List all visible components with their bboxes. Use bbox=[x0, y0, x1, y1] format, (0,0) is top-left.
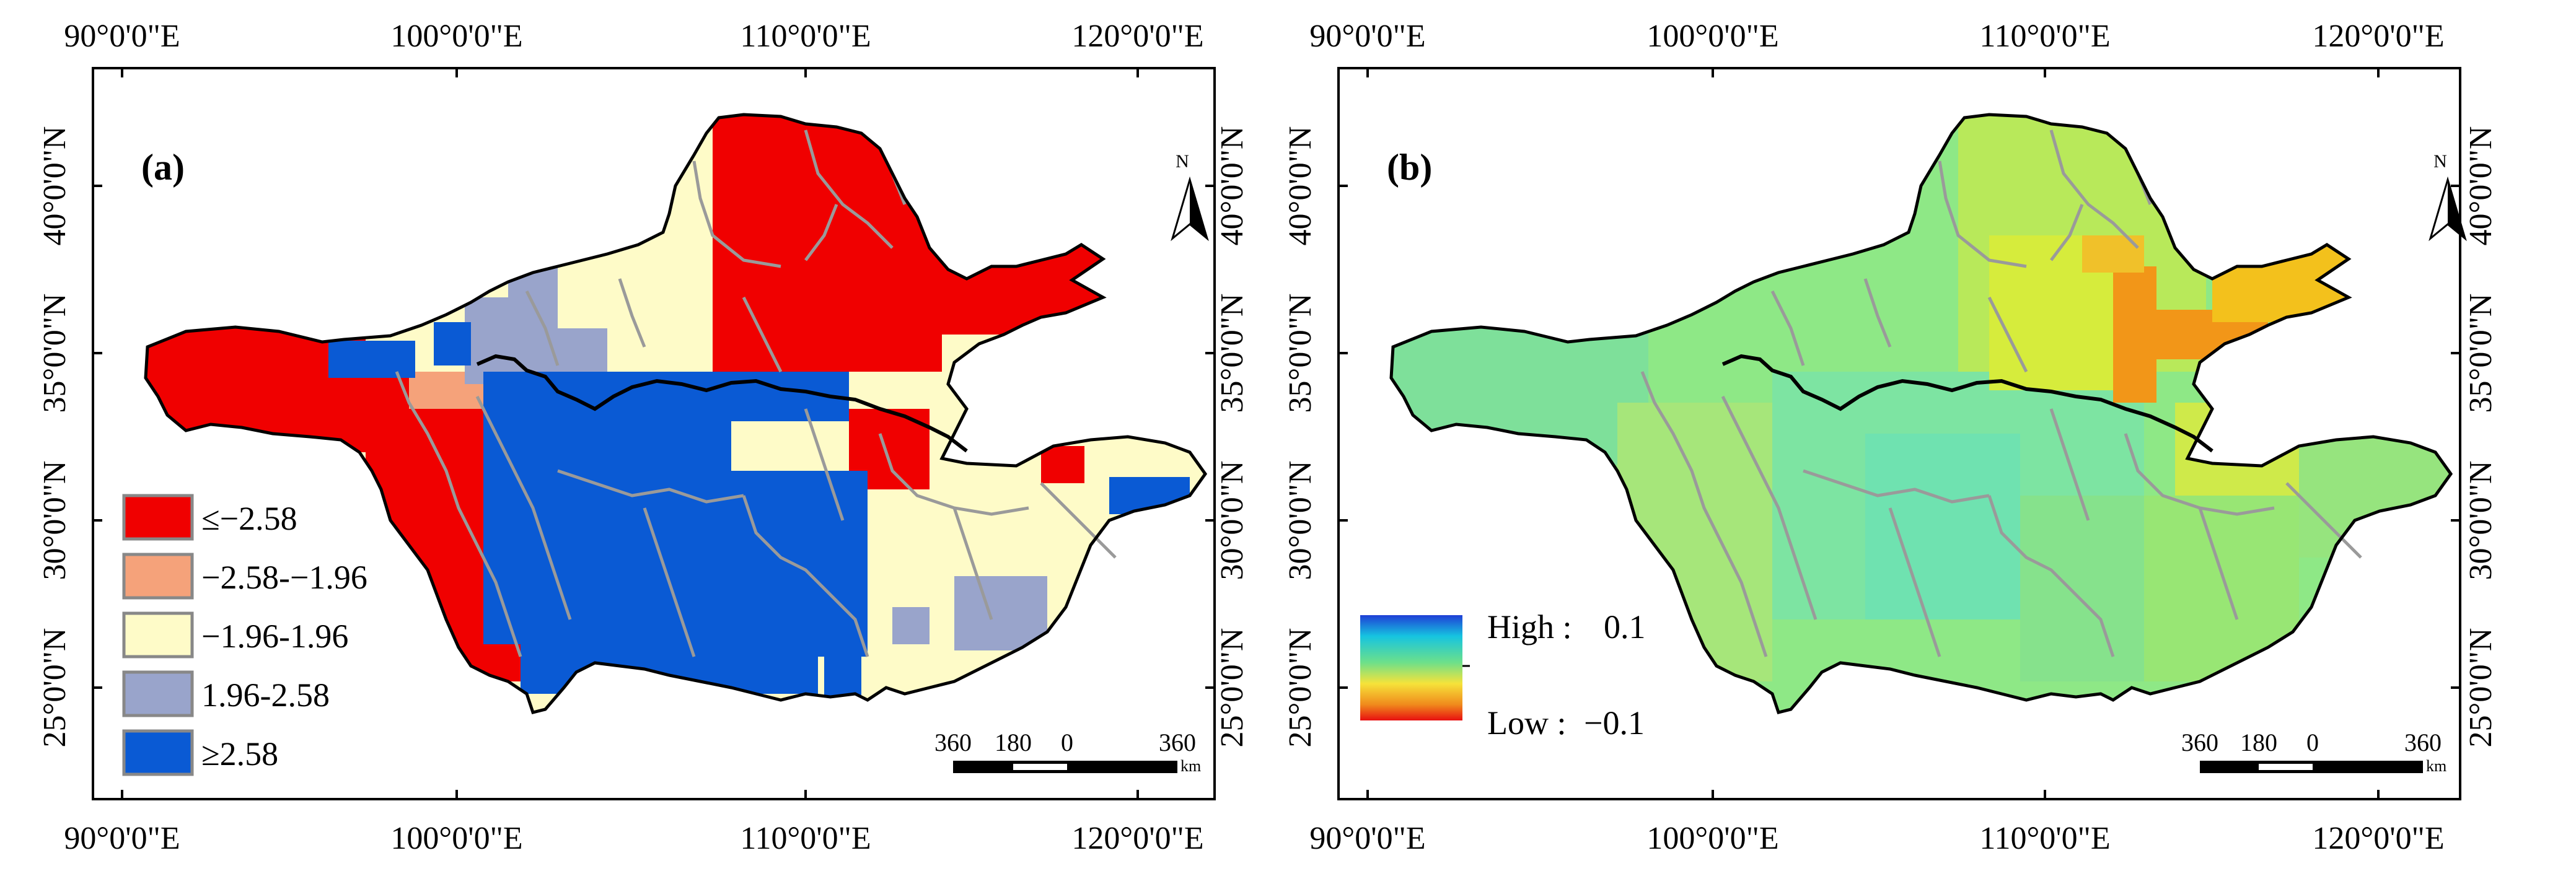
panel-a-lon-top-2: 100°0'0"E bbox=[390, 19, 522, 54]
panel-b-lon-bottom-2: 100°0'0"E bbox=[1646, 821, 1778, 856]
legend-a-swatch-1 bbox=[122, 494, 194, 541]
scale-bar-b: 360 180 0 360 km bbox=[2181, 729, 2446, 775]
legend-a-label-5: ≥2.58 bbox=[201, 735, 278, 772]
panel-b-label: (b) bbox=[1387, 147, 1432, 188]
panel-a-lat-left-2: 35°0'0"N bbox=[37, 294, 73, 413]
legend-a-label-2: −2.58-−1.96 bbox=[201, 559, 367, 596]
north-arrow-a-icon: N bbox=[1171, 151, 1209, 242]
panel-b-lat-right-3: 30°0'0"N bbox=[2463, 461, 2499, 580]
scale-b-label-2: 180 bbox=[2240, 729, 2277, 756]
panel-b-lat-left-2: 35°0'0"N bbox=[1283, 294, 1318, 413]
panel-b-lat-right-2: 35°0'0"N bbox=[2463, 294, 2499, 413]
panel-a-lon-top-4: 120°0'0"E bbox=[1071, 19, 1203, 54]
scale-a-label-1: 360 bbox=[934, 729, 972, 756]
scale-b-label-4: 360 bbox=[2404, 729, 2442, 756]
panel-a-lon-bottom-4: 120°0'0"E bbox=[1071, 821, 1203, 856]
panel-b-lon-bottom-4: 120°0'0"E bbox=[2312, 821, 2444, 856]
panel-b: (b) N High : 0.1 Low : −0.1 360 180 0 36… bbox=[1283, 19, 2499, 856]
panel-b-lon-bottom-1: 90°0'0"E bbox=[1309, 821, 1425, 856]
scale-b-label-3: 0 bbox=[2306, 729, 2319, 756]
panel-b-lat-right-4: 25°0'0"N bbox=[2463, 628, 2499, 748]
panel-a-lat-left-4: 25°0'0"N bbox=[37, 628, 73, 748]
legend-a-label-4: 1.96-2.58 bbox=[201, 676, 330, 714]
legend-a: ≤−2.58 −2.58-−1.96 −1.96-1.96 1.96-2.58 … bbox=[122, 494, 367, 776]
panel-a-lat-left-1: 40°0'0"N bbox=[37, 126, 73, 246]
legend-a-label-3: −1.96-1.96 bbox=[201, 618, 348, 655]
panel-b-lon-top-2: 100°0'0"E bbox=[1646, 19, 1778, 54]
panel-a-lon-top-3: 110°0'0"E bbox=[740, 19, 871, 54]
legend-b-high-value: 0.1 bbox=[1604, 608, 1646, 645]
panel-b-lat-left-4: 25°0'0"N bbox=[1283, 628, 1318, 748]
legend-a-swatch-3 bbox=[122, 611, 194, 659]
scale-a-label-3: 0 bbox=[1061, 729, 1073, 756]
legend-a-label-1: ≤−2.58 bbox=[201, 500, 297, 537]
legend-b-low-value: −0.1 bbox=[1584, 704, 1645, 742]
panel-a-lat-right-4: 25°0'0"N bbox=[1215, 628, 1250, 748]
scale-a-label-4: 360 bbox=[1159, 729, 1196, 756]
panel-b-lon-top-3: 110°0'0"E bbox=[1979, 19, 2110, 54]
panel-b-lat-left-3: 30°0'0"N bbox=[1283, 461, 1318, 580]
panel-a-lon-top-1: 90°0'0"E bbox=[64, 19, 180, 54]
north-arrow-b-icon: N bbox=[2429, 151, 2467, 242]
legend-b-low-label: Low : bbox=[1487, 704, 1567, 742]
scale-bar-a: 360 180 0 360 km bbox=[934, 729, 1201, 775]
panel-a-lat-right-2: 35°0'0"N bbox=[1215, 294, 1250, 413]
panel-b-lat-right-1: 40°0'0"N bbox=[2463, 126, 2499, 246]
panel-b-lon-bottom-3: 110°0'0"E bbox=[1979, 821, 2110, 856]
panel-a-lon-bottom-2: 100°0'0"E bbox=[390, 821, 522, 856]
panel-b-lon-top-1: 90°0'0"E bbox=[1309, 19, 1425, 54]
scale-b-unit: km bbox=[2426, 757, 2446, 775]
legend-b: High : 0.1 Low : −0.1 bbox=[1360, 608, 1646, 742]
legend-b-high-label: High : bbox=[1487, 608, 1572, 645]
scale-a-unit: km bbox=[1180, 757, 1201, 775]
scale-b-label-1: 360 bbox=[2181, 729, 2218, 756]
legend-a-swatch-4 bbox=[122, 670, 194, 717]
panel-a-lat-left-3: 30°0'0"N bbox=[37, 461, 73, 580]
panel-b-lon-top-4: 120°0'0"E bbox=[2312, 19, 2444, 54]
north-arrow-b-label: N bbox=[2433, 151, 2447, 172]
panel-a-label: (a) bbox=[141, 147, 185, 188]
panel-a-lon-bottom-3: 110°0'0"E bbox=[740, 821, 871, 856]
panel-a: (a) N ≤−2.58 −2.58-−1.96 −1.96-1.96 1.96… bbox=[37, 19, 1250, 856]
panel-b-lat-left-1: 40°0'0"N bbox=[1283, 126, 1318, 246]
legend-b-color-ramp bbox=[1360, 615, 1462, 720]
scale-a-label-2: 180 bbox=[995, 729, 1032, 756]
panel-a-lon-bottom-1: 90°0'0"E bbox=[64, 821, 180, 856]
panel-a-lat-right-1: 40°0'0"N bbox=[1215, 126, 1250, 246]
legend-a-swatch-2 bbox=[122, 553, 194, 600]
panel-a-lat-right-3: 30°0'0"N bbox=[1215, 461, 1250, 580]
north-arrow-a-label: N bbox=[1176, 151, 1189, 172]
legend-a-swatch-5 bbox=[122, 729, 194, 776]
